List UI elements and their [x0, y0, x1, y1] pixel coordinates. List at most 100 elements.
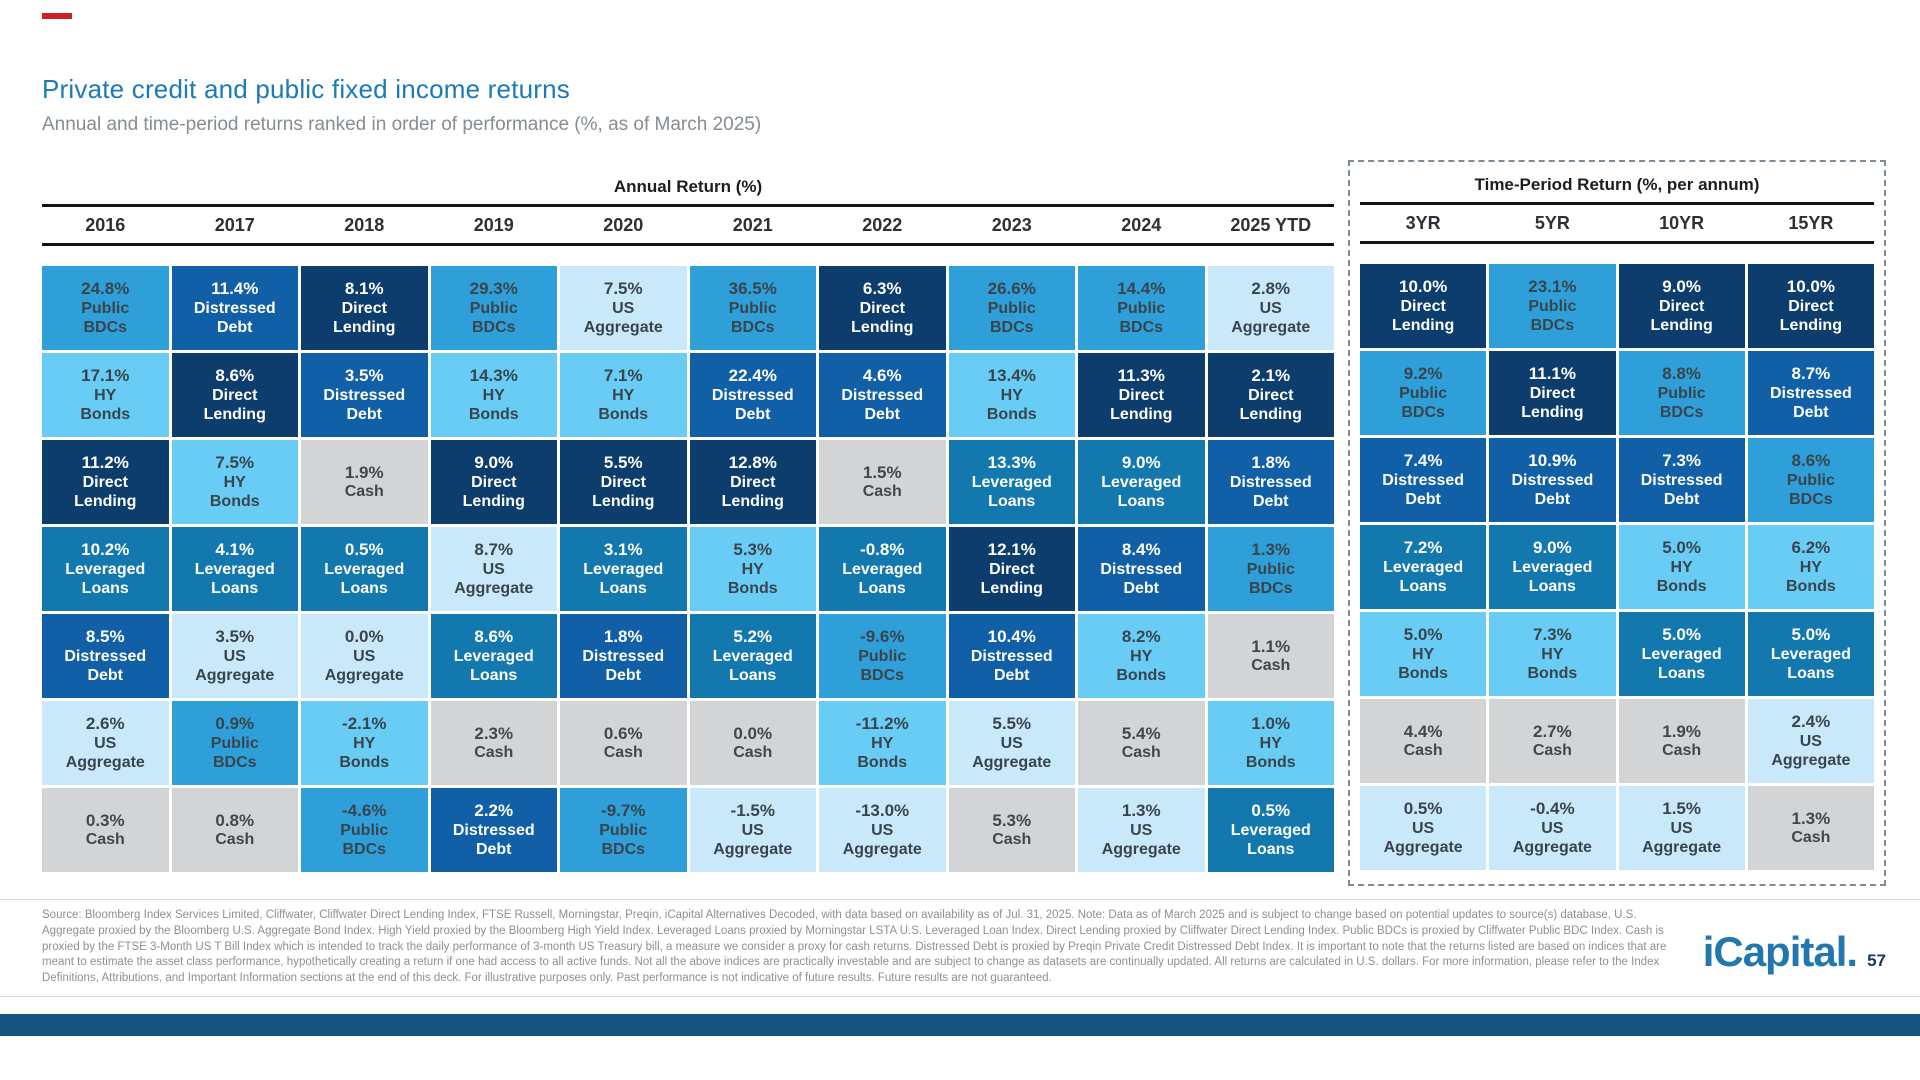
return-cell-leveraged_loans: 9.0% Leveraged Loans [1489, 525, 1616, 609]
return-cell-hy_bonds: 7.5% HY Bonds [171, 440, 298, 524]
return-value: 8.6% [474, 627, 514, 647]
return-cell-cash: 1.9% Cash [1618, 699, 1745, 783]
return-value: 29.3% [469, 279, 518, 299]
column-header-2024: 2024 [1121, 214, 1162, 235]
return-cell-public_bdcs: 8.6% Public BDCs [1747, 438, 1874, 522]
asset-label: Cash [474, 744, 514, 762]
asset-label: Public BDCs [1657, 384, 1706, 421]
return-cell-direct_lending: 9.0% Direct Lending [430, 440, 557, 524]
asset-label: Distressed Debt [452, 821, 535, 858]
return-value: 2.3% [474, 723, 514, 743]
return-cell-us_aggregate: 8.7% US Aggregate [430, 527, 557, 611]
footer-bottom-rule [0, 996, 1920, 997]
asset-label: US Aggregate [324, 647, 404, 684]
return-cell-us_aggregate: -1.5% US Aggregate [689, 788, 816, 872]
asset-label: HY Bonds [1116, 647, 1167, 684]
return-value: -9.7% [601, 801, 646, 821]
return-cell-us_aggregate: -13.0% US Aggregate [819, 788, 946, 872]
asset-label: US Aggregate [1771, 732, 1851, 769]
asset-label: Leveraged Loans [712, 647, 793, 684]
return-cell-leveraged_loans: 13.3% Leveraged Loans [948, 440, 1075, 524]
return-value: 11.4% [211, 279, 259, 299]
return-cell-hy_bonds: 7.3% HY Bonds [1489, 612, 1616, 696]
asset-label: Direct Lending [721, 473, 784, 510]
asset-label: HY Bonds [857, 734, 908, 771]
asset-label: Distressed Debt [1511, 471, 1594, 508]
return-value: 2.4% [1791, 712, 1831, 732]
return-value: 4.1% [215, 540, 255, 560]
return-value: 9.0% [1533, 538, 1572, 558]
return-cell-direct_lending: 8.1% Direct Lending [301, 266, 428, 350]
return-value: 12.1% [987, 540, 1036, 560]
return-cell-direct_lending: 11.3% Direct Lending [1078, 353, 1205, 437]
asset-label: Direct Lending [1110, 386, 1173, 423]
return-cell-us_aggregate: 5.5% US Aggregate [948, 701, 1075, 785]
return-cell-distressed_debt: 22.4% Distressed Debt [689, 353, 816, 437]
asset-label: Public BDCs [1399, 384, 1448, 421]
asset-label: Distressed Debt [193, 299, 276, 336]
return-cell-hy_bonds: 7.1% HY Bonds [560, 353, 687, 437]
column-header-10yr: 10YR [1659, 212, 1705, 233]
return-cell-hy_bonds: 13.4% HY Bonds [948, 353, 1075, 437]
asset-label: US Aggregate [583, 299, 663, 336]
return-value: 8.8% [1662, 364, 1701, 384]
asset-label: HY Bonds [1527, 645, 1578, 682]
asset-label: Leveraged Loans [842, 560, 923, 597]
return-value: 10.9% [1528, 451, 1577, 471]
return-cell-cash: 2.3% Cash [430, 701, 557, 785]
return-cell-direct_lending: 11.2% Direct Lending [42, 440, 169, 524]
icapital-logo-text: iCapital [1702, 928, 1848, 975]
column-header-3yr: 3YR [1405, 212, 1441, 233]
time-period-return-section: Time-Period Return (%, per annum) 3YR 5YR… [1348, 160, 1886, 886]
return-value: 24.8% [81, 279, 130, 299]
return-value: 6.3% [862, 279, 902, 299]
asset-label: Cash [1662, 742, 1702, 760]
asset-label: Distressed Debt [323, 386, 406, 423]
column-header-5yr: 5YR [1534, 212, 1570, 233]
asset-label: US Aggregate [1101, 821, 1181, 858]
asset-label: HY Bonds [986, 386, 1037, 423]
return-cell-cash: 1.3% Cash [1747, 786, 1874, 870]
return-cell-direct_lending: 9.0% Direct Lending [1618, 264, 1745, 348]
return-value: 1.1% [1251, 636, 1291, 656]
return-value: 0.5% [344, 540, 384, 560]
column-header-2017: 2017 [214, 214, 255, 235]
asset-label: Distressed Debt [1640, 471, 1723, 508]
asset-label: Cash [344, 483, 384, 501]
return-value: -9.6% [860, 627, 905, 647]
asset-label: Direct Lending [592, 473, 655, 510]
asset-label: US Aggregate [195, 647, 275, 684]
return-value: 6.2% [1791, 538, 1831, 558]
return-value: 17.1% [81, 366, 130, 386]
return-value: 26.6% [987, 279, 1036, 299]
asset-label: Direct Lending [1650, 297, 1713, 334]
return-value: 1.9% [344, 462, 384, 482]
return-value: 0.6% [603, 723, 643, 743]
return-value: -4.6% [342, 801, 387, 821]
return-value: 1.3% [1791, 808, 1831, 828]
asset-label: HY Bonds [1398, 645, 1449, 682]
time-period-return-grid: 10.0% Direct Lending 23.1% Public BDCs 9.0% D… [1360, 264, 1874, 870]
asset-label: Public BDCs [210, 734, 259, 771]
asset-label: Distressed Debt [841, 386, 924, 423]
return-value: 7.2% [1403, 538, 1443, 558]
asset-label: Public BDCs [987, 299, 1036, 336]
return-value: 2.2% [474, 801, 514, 821]
column-header-15yr: 15YR [1788, 212, 1834, 233]
return-value: 5.2% [733, 627, 773, 647]
column-header-2025-ytd: 2025 YTD [1230, 214, 1312, 235]
return-value: 0.9% [215, 714, 255, 734]
asset-label: US Aggregate [713, 821, 793, 858]
return-cell-direct_lending: 6.3% Direct Lending [819, 266, 946, 350]
return-value: 2.8% [1251, 279, 1291, 299]
asset-label: Leveraged Loans [194, 560, 275, 597]
return-cell-direct_lending: 12.8% Direct Lending [689, 440, 816, 524]
return-value: 1.5% [1662, 799, 1701, 819]
annual-return-section: Annual Return (%) 2016 2017 2018 2019 2020 20… [42, 170, 1334, 872]
asset-label: Direct Lending [980, 560, 1043, 597]
asset-label: Cash [85, 831, 125, 849]
asset-label: US Aggregate [1512, 819, 1592, 856]
return-cell-us_aggregate: 7.5% US Aggregate [560, 266, 687, 350]
asset-label: Direct Lending [851, 299, 914, 336]
return-value: 4.6% [862, 366, 902, 386]
